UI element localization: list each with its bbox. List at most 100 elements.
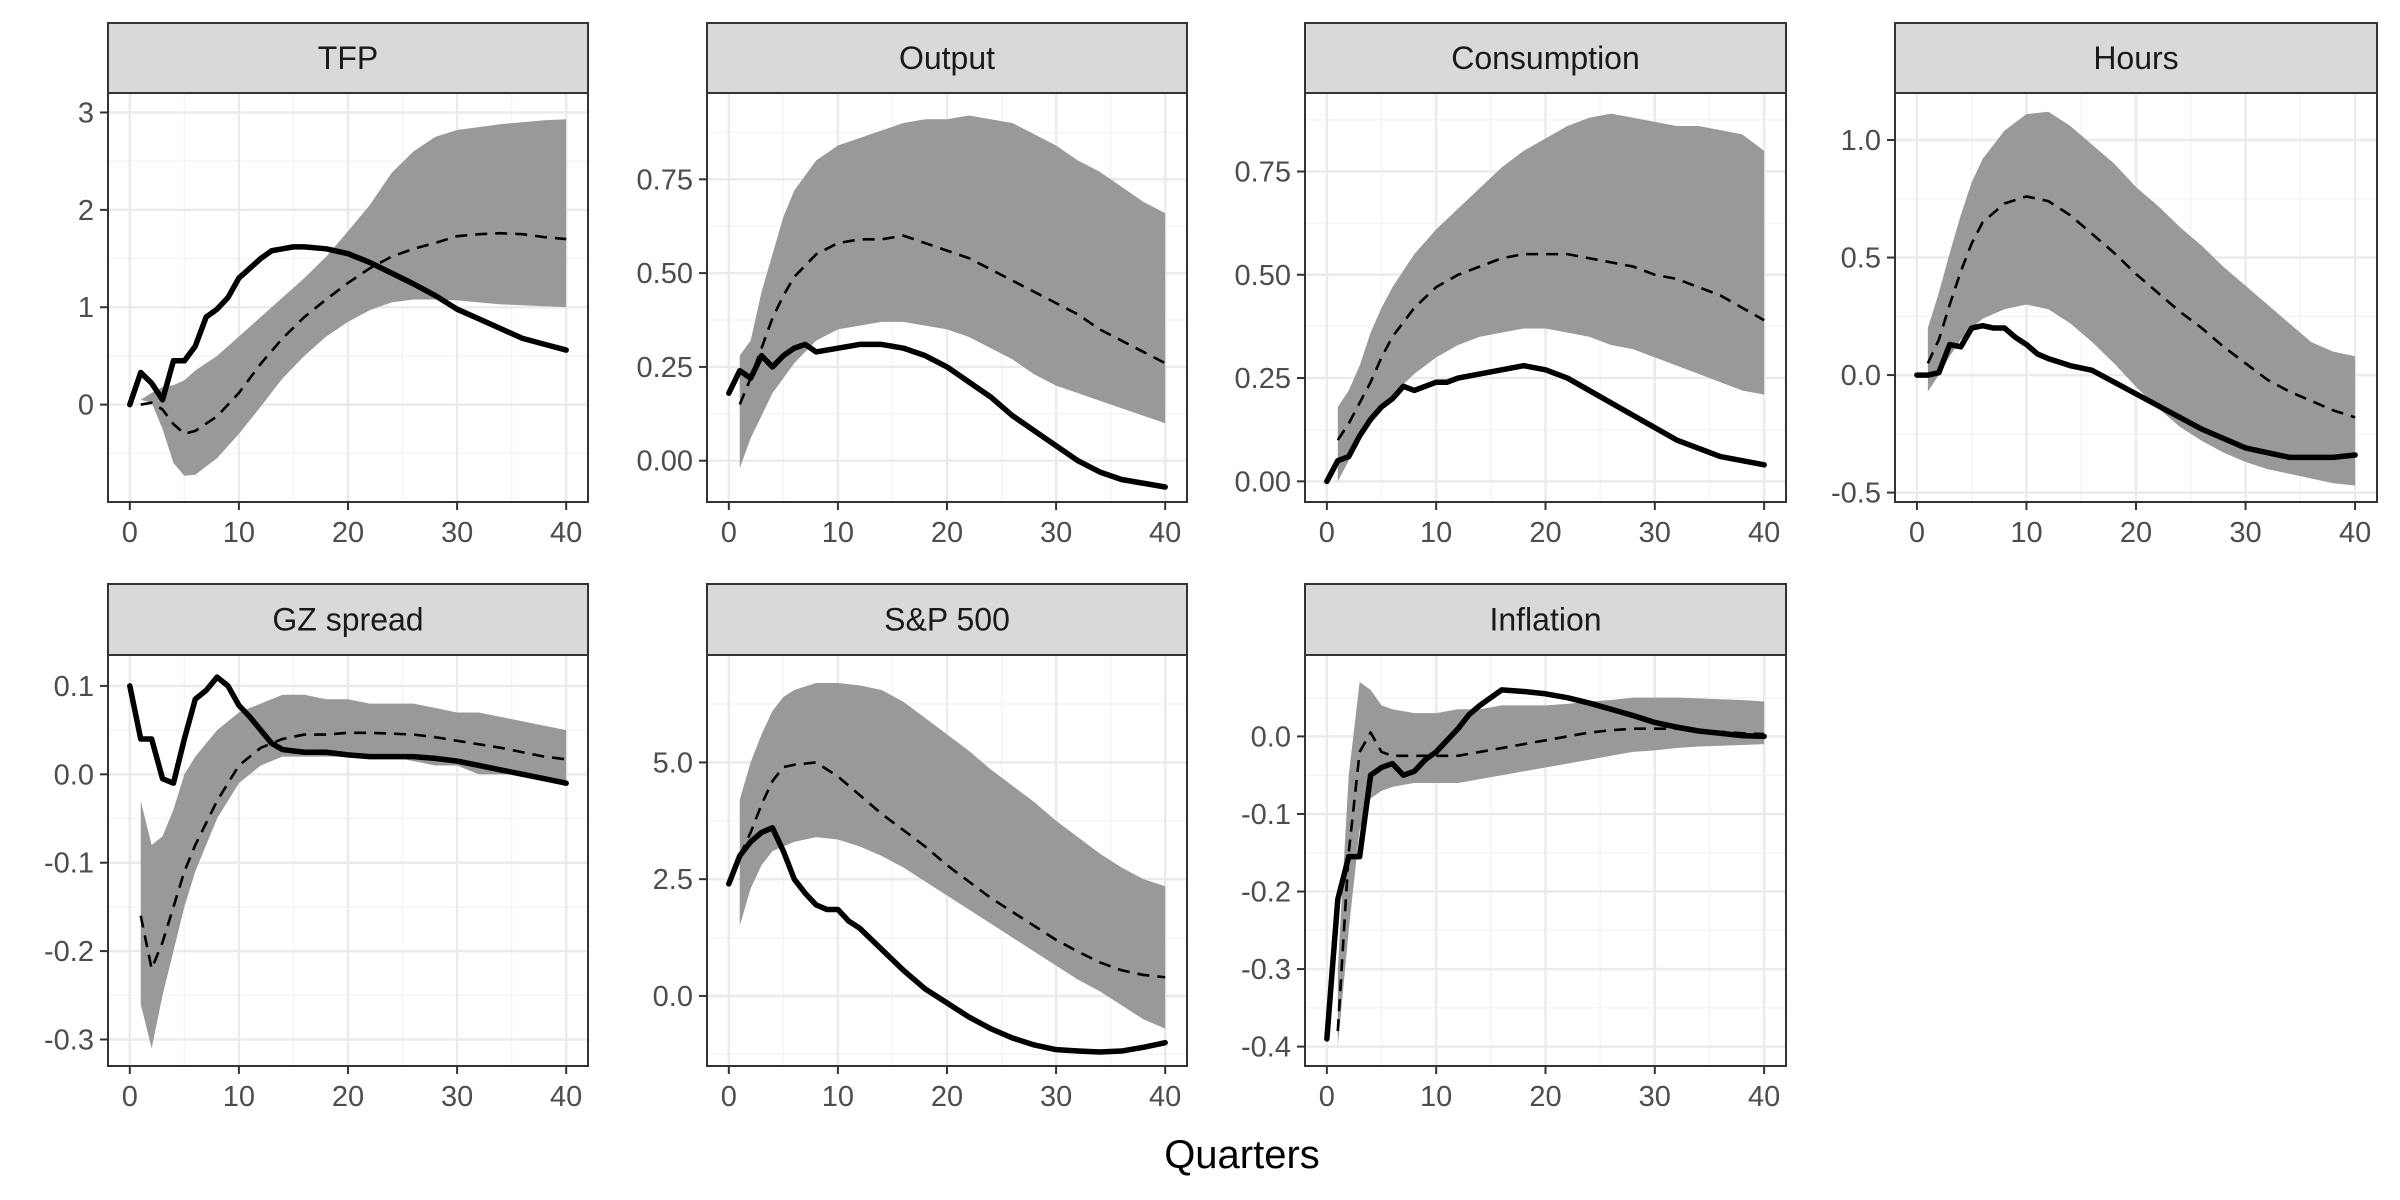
panel-6: Inflation 0 10 20 30 40 -0.4 -0.3 -0.2 -0.1 0.0	[1241, 583, 1787, 1113]
y-tick-label: -0.1	[44, 848, 94, 880]
point-estimate-line	[1324, 687, 1767, 1042]
x-tick-label: 20	[931, 517, 963, 549]
x-tick-label: 20	[332, 517, 364, 549]
x-tick-label: 30	[1040, 1081, 1072, 1113]
panel-strip	[1304, 22, 1787, 94]
y-tick-label: 0.00	[1235, 466, 1291, 498]
x-tick-label: 10	[2010, 517, 2042, 549]
median-response-line	[1336, 252, 1765, 441]
y-tick-label: 0.0	[54, 759, 94, 791]
y-tick-label: 0.50	[1235, 260, 1291, 292]
x-tick-label: 30	[1639, 517, 1671, 549]
point-estimate-line	[1914, 322, 2358, 461]
confidence-band	[140, 119, 567, 476]
y-tick-label: 0.25	[637, 352, 693, 384]
y-tick-label: 0.5	[1841, 243, 1881, 275]
confidence-band	[1927, 111, 2356, 486]
x-tick-label: 20	[1529, 517, 1561, 549]
panel-title: Consumption	[1451, 40, 1640, 76]
x-tick-label: 40	[2339, 517, 2371, 549]
x-tick-label: 40	[550, 517, 582, 549]
point-estimate-line	[127, 244, 569, 408]
y-tick-label: 2.5	[653, 864, 693, 896]
x-tick-label: 10	[223, 517, 255, 549]
x-tick-label: 10	[822, 1081, 854, 1113]
median-response-line	[738, 761, 1166, 979]
x-tick-label: 20	[2120, 517, 2152, 549]
y-tick-label: 2	[78, 195, 94, 227]
x-tick-label: 10	[1420, 517, 1452, 549]
x-tick-label: 20	[931, 1081, 963, 1113]
y-tick-label: -0.2	[1241, 877, 1291, 909]
y-tick-label: -0.1	[1241, 799, 1291, 831]
x-tick-label: 40	[1748, 517, 1780, 549]
y-tick-label: 0.1	[54, 671, 94, 703]
y-tick-label: -0.3	[1241, 954, 1291, 986]
y-tick-label: 0.0	[1251, 721, 1291, 753]
median-response-line	[1926, 195, 2356, 419]
x-tick-label: 30	[441, 517, 473, 549]
x-tick-label: 0	[122, 1081, 138, 1113]
panel-strip	[1894, 22, 2378, 94]
x-tick-label: 0	[1909, 517, 1925, 549]
panel-strip	[1304, 583, 1787, 656]
y-tick-label: -0.4	[1241, 1032, 1291, 1064]
y-tick-label: 5.0	[653, 747, 693, 779]
x-tick-label: 40	[1748, 1081, 1780, 1113]
panel-0: TFP 0 10 20 30 40 0 1 2 3	[78, 22, 589, 549]
y-tick-label: 1.0	[1841, 125, 1881, 157]
y-tick-label: 0.0	[653, 981, 693, 1013]
panel-title: GZ spread	[272, 602, 423, 638]
point-estimate-line	[726, 825, 1168, 1055]
panel-strip	[706, 22, 1188, 94]
y-tick-label: -0.3	[44, 1024, 94, 1056]
y-tick-label: 0.00	[637, 446, 693, 478]
confidence-band	[739, 115, 1166, 469]
x-tick-label: 0	[721, 1081, 737, 1113]
x-tick-label: 30	[1639, 1081, 1671, 1113]
panel-3: Hours 0 10 20 30 40 -0.5 0.0 0.5 1.0	[1831, 22, 2378, 549]
x-tick-label: 10	[1420, 1081, 1452, 1113]
median-response-line	[139, 731, 567, 971]
point-estimate-line	[127, 674, 569, 786]
x-tick-label: 20	[332, 1081, 364, 1113]
panel-title: S&P 500	[884, 602, 1010, 638]
x-tick-label: 0	[122, 517, 138, 549]
x-tick-label: 0	[1319, 517, 1335, 549]
y-tick-label: 3	[78, 97, 94, 129]
panel-title: Inflation	[1489, 602, 1601, 638]
panel-2: Consumption 0 10 20 30 40 0.00 0.25 0.50 0.75	[1235, 22, 1787, 549]
confidence-band	[1337, 682, 1765, 1047]
x-tick-label: 40	[1149, 1081, 1181, 1113]
y-tick-label: 0.75	[1235, 156, 1291, 188]
y-tick-label: 1	[78, 292, 94, 324]
y-tick-label: 0.50	[637, 258, 693, 290]
panel-title: Hours	[2093, 40, 2178, 76]
panel-5: S&P 500 0 10 20 30 40 0.0 2.5 5.0	[653, 583, 1188, 1113]
x-tick-label: 30	[1040, 517, 1072, 549]
confidence-band	[1337, 113, 1765, 482]
x-tick-label: 30	[441, 1081, 473, 1113]
panel-strip	[107, 22, 589, 94]
x-tick-label: 40	[1149, 517, 1181, 549]
x-tick-label: 20	[1529, 1081, 1561, 1113]
x-tick-label: 0	[1319, 1081, 1335, 1113]
y-tick-label: 0	[78, 390, 94, 422]
x-tick-label: 0	[721, 517, 737, 549]
y-tick-label: 0.25	[1235, 363, 1291, 395]
x-tick-label: 40	[550, 1081, 582, 1113]
x-tick-label: 10	[822, 517, 854, 549]
x-axis-title: Quarters	[1164, 1133, 1320, 1177]
y-tick-label: -0.5	[1831, 478, 1881, 510]
y-tick-label: 0.0	[1841, 360, 1881, 392]
panel-1: Output 0 10 20 30 40 0.00 0.25 0.50 0.75	[637, 22, 1188, 549]
y-tick-label: 0.75	[637, 164, 693, 196]
median-response-line	[738, 234, 1166, 405]
confidence-band	[140, 694, 567, 1049]
point-estimate-line	[726, 341, 1168, 490]
median-response-line	[140, 231, 567, 436]
panel-strip	[107, 583, 589, 656]
panel-4: GZ spread 0 10 20 30 40 -0.3 -0.2 -0.1 0.0 0.1	[44, 583, 589, 1113]
